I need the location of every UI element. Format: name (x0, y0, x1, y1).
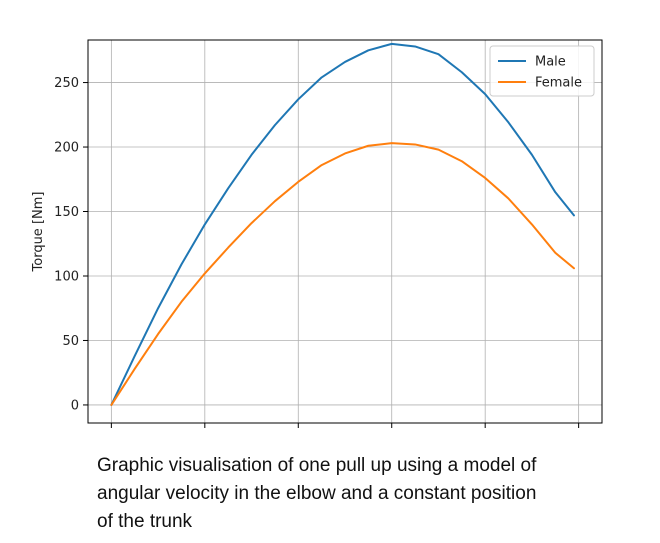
figure-caption: Graphic visualisation of one pull up usi… (97, 455, 537, 532)
series-line-male (110, 42, 575, 406)
y-tick-label: 250 (54, 76, 79, 91)
legend-label: Female (535, 76, 582, 91)
y-tick-label: 0 (71, 398, 79, 413)
axis-ticks: 0 50 100 150 200 250 (54, 76, 580, 428)
y-tick-label: 200 (54, 141, 79, 156)
plot-frame (87, 39, 603, 424)
legend-box (489, 45, 595, 97)
series-layer (110, 42, 575, 406)
y-tick-label: 150 (54, 205, 79, 220)
y-tick-label: 50 (62, 334, 79, 349)
legend-label: Male (535, 55, 566, 70)
series-line-female (110, 142, 575, 406)
y-axis-label: Torque [Nm] (31, 192, 46, 273)
legend: Male Female (489, 45, 595, 97)
grid-lines (88, 40, 602, 423)
line-chart: 0 50 100 150 200 250 Torque [Nm] Male Female (31, 39, 603, 428)
y-tick-label: 100 (54, 269, 79, 284)
